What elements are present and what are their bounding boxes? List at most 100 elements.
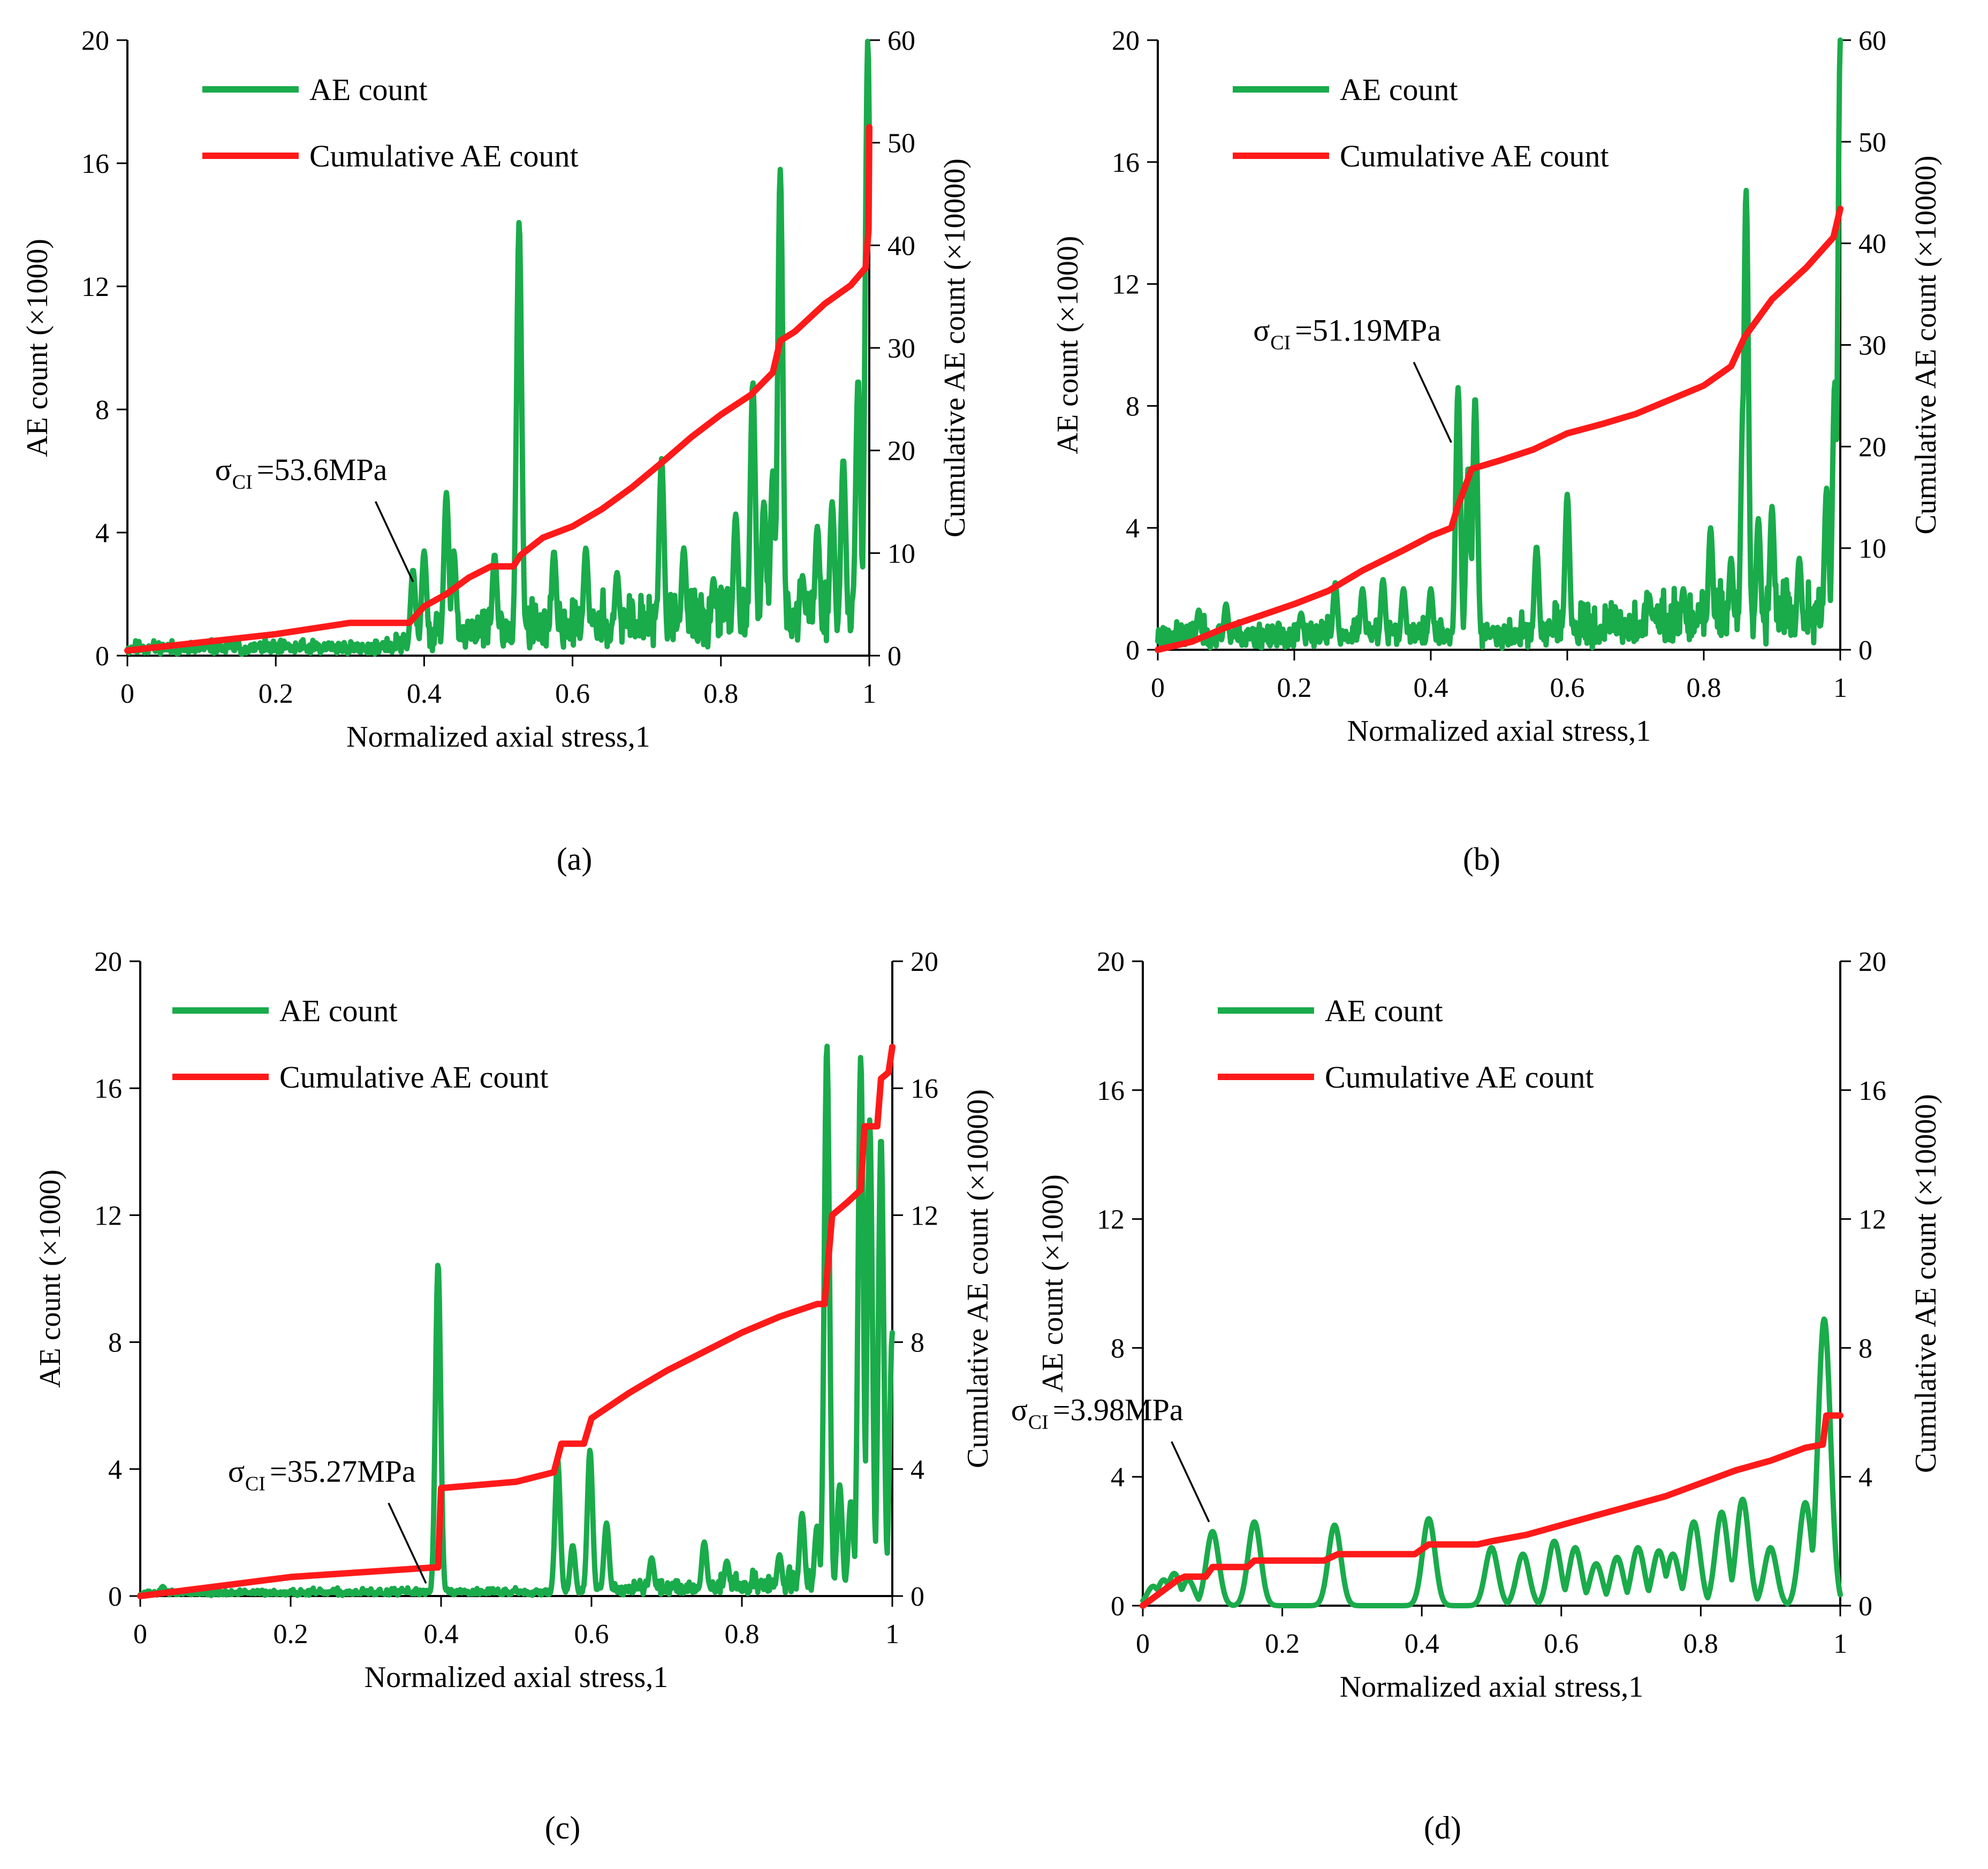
chart-panel-a: 0 0.2 0.4 0.6 0.8 10481216200102030405060Norm… (21, 26, 972, 877)
legend-label-ae-count: AE count (309, 72, 428, 107)
y-axis-title-left: AE count (×1000) (34, 1169, 67, 1388)
y-tick-label-left: 8 (95, 395, 109, 426)
y-axis-title-left: AE count (×1000) (1036, 1174, 1069, 1393)
annotation-value: =51.19MPa (1295, 313, 1441, 348)
y-tick-label-right: 8 (1858, 1333, 1872, 1364)
x-tick-label: 0 (1136, 1629, 1150, 1659)
legend-label-ae-count: AE count (279, 993, 398, 1028)
x-tick-label: 0.8 (1683, 1629, 1718, 1659)
y-tick-label-right: 30 (1858, 331, 1886, 361)
y-axis-title-left: AE count (×1000) (1051, 236, 1084, 454)
y-tick-label-left: 20 (1112, 26, 1140, 56)
series-cumulative-ae-count (1140, 1412, 1843, 1609)
y-tick-label-left: 4 (1111, 1462, 1125, 1493)
annotation-symbol: σ (1253, 313, 1270, 348)
series-cumulative-ae-count (124, 124, 872, 654)
y-axis-title-left: AE count (×1000) (21, 239, 54, 457)
x-tick-label: 1 (1833, 673, 1847, 703)
x-tick-label: 0.8 (725, 1619, 760, 1650)
x-tick-label: 1 (885, 1619, 899, 1650)
annotation-subscript: CI (1270, 332, 1291, 354)
y-tick-label-left: 20 (94, 947, 122, 977)
y-tick-label-right: 8 (910, 1328, 924, 1358)
x-tick-label: 0.4 (1414, 673, 1448, 703)
y-tick-label-left: 12 (1097, 1205, 1125, 1235)
y-axis-title-right: Cumulative AE count (×10000) (1909, 155, 1943, 534)
annotation-symbol: σ (1011, 1392, 1028, 1427)
legend: AE count Cumulative AE count (1233, 72, 1609, 173)
y-tick-label-left: 12 (81, 272, 109, 302)
series-ae-count (1155, 37, 1843, 651)
y-tick-label-right: 30 (887, 333, 915, 364)
y-tick-label-right: 10 (887, 538, 915, 569)
y-tick-label-left: 4 (95, 518, 109, 549)
annotation-leader-line (1171, 1441, 1210, 1523)
y-tick-label-right: 60 (1858, 26, 1886, 56)
annotation-leader-line (1413, 361, 1452, 443)
y-tick-label-left: 4 (108, 1455, 122, 1485)
x-tick-label: 0.6 (1550, 673, 1585, 703)
x-tick-label: 0.6 (555, 679, 590, 709)
x-axis-title: Normalized axial stress,1 (365, 1661, 669, 1694)
y-tick-label-right: 12 (910, 1201, 938, 1231)
y-tick-label-right: 10 (1858, 534, 1886, 564)
y-tick-label-left: 8 (1126, 391, 1140, 422)
series-ae-count (125, 39, 872, 657)
x-tick-label: 0 (120, 679, 134, 709)
x-tick-label: 0.2 (259, 679, 293, 709)
x-tick-label: 0.8 (1687, 673, 1721, 703)
x-tick-label: 1 (862, 679, 876, 709)
annotation-value: =35.27MPa (270, 1454, 416, 1488)
x-tick-label: 0 (133, 1619, 147, 1650)
y-tick-label-left: 8 (108, 1328, 122, 1358)
y-tick-label-left: 4 (1126, 513, 1140, 544)
y-tick-label-right: 0 (1858, 1591, 1872, 1622)
y-tick-label-left: 12 (94, 1201, 122, 1231)
legend-label-ae-count: AE count (1340, 72, 1458, 107)
series-ae-count (138, 1043, 895, 1599)
annotation-sigma-ci: σ CI =51.19MPa (1253, 313, 1441, 354)
y-tick-label-right: 16 (1858, 1076, 1886, 1106)
annotation-leader-line (388, 1502, 427, 1584)
x-tick-label: 1 (1833, 1629, 1847, 1659)
y-tick-label-right: 0 (1858, 635, 1872, 666)
annotation-sigma-ci: σ CI =3.98MPa (1011, 1392, 1183, 1433)
y-tick-label-left: 20 (1097, 947, 1125, 977)
x-tick-label: 0.8 (703, 679, 738, 709)
x-tick-label: 0.4 (407, 679, 442, 709)
y-tick-label-right: 50 (1858, 127, 1886, 158)
y-tick-label-right: 4 (1858, 1462, 1872, 1493)
legend-label-ae-count: AE count (1325, 993, 1443, 1028)
y-tick-label-right: 60 (887, 26, 915, 56)
x-axis-title: Normalized axial stress,1 (1347, 715, 1651, 748)
annotation-symbol: σ (228, 1454, 245, 1488)
y-tick-label-right: 50 (887, 128, 915, 159)
y-tick-label-right: 20 (887, 436, 915, 467)
x-tick-label: 0 (1151, 673, 1165, 703)
annotation-leader-line (375, 501, 414, 582)
y-axis-title-right: Cumulative AE count (×10000) (961, 1089, 995, 1468)
annotation-sigma-ci: σ CI =53.6MPa (215, 452, 388, 493)
x-tick-label: 0.4 (424, 1619, 459, 1650)
y-tick-label-left: 0 (108, 1582, 122, 1612)
legend: AE count Cumulative AE count (1218, 993, 1594, 1095)
x-tick-label: 0.6 (574, 1619, 609, 1650)
annotation-symbol: σ (215, 452, 232, 487)
y-tick-label-left: 0 (95, 641, 109, 672)
y-axis-title-right: Cumulative AE count (×10000) (938, 158, 972, 537)
chart-panel-b: 0 0.2 0.4 0.6 0.8 10481216200102030405060Norm… (1051, 26, 1943, 877)
y-tick-label-right: 12 (1858, 1205, 1886, 1235)
y-tick-label-left: 16 (81, 149, 109, 179)
annotation-sigma-ci: σ CI =35.27MPa (228, 1454, 416, 1495)
y-tick-label-left: 16 (1097, 1076, 1125, 1106)
y-tick-label-right: 20 (910, 947, 938, 977)
series-ae-count (1140, 1316, 1843, 1608)
y-tick-label-right: 40 (1858, 229, 1886, 260)
panel-caption: (b) (1463, 841, 1500, 877)
x-tick-label: 0.2 (1265, 1629, 1300, 1659)
annotation-value: =3.98MPa (1053, 1392, 1183, 1427)
chart-panel-d: 0 0.2 0.4 0.6 0.8 1048121620048121620Normaliz… (1011, 947, 1943, 1845)
legend-label-cumulative: Cumulative AE count (309, 139, 579, 173)
y-tick-label-right: 20 (1858, 947, 1886, 977)
